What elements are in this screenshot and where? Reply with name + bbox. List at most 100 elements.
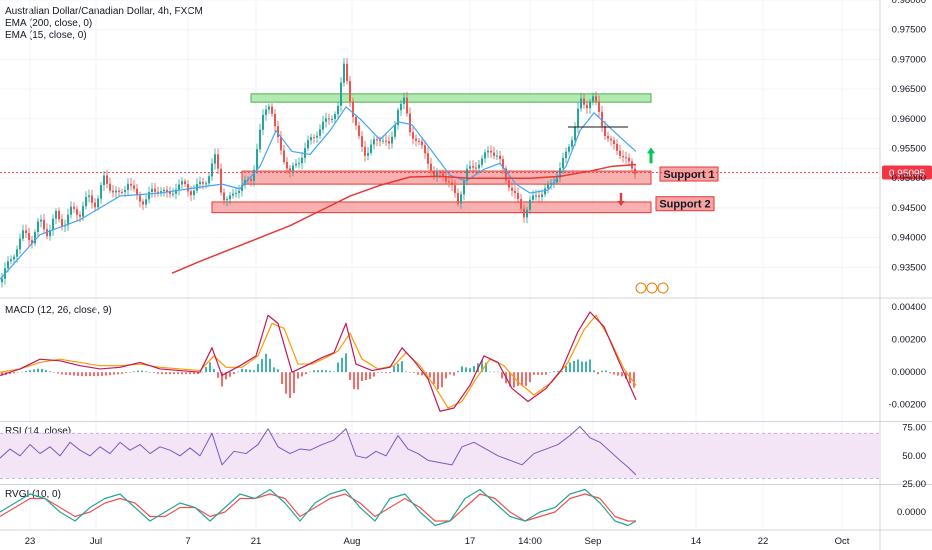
candle-body (97, 198, 99, 208)
macd-histogram-bar (361, 372, 363, 381)
macd-histogram-bar (185, 372, 187, 375)
candle-body (220, 168, 222, 193)
candle-body (157, 191, 159, 194)
candle-body (484, 152, 486, 159)
candle-body (232, 193, 234, 196)
candle-body (499, 155, 501, 160)
candle-body (433, 171, 435, 177)
macd-histogram-bar (285, 372, 287, 394)
candle-body (388, 141, 390, 144)
price-axis-tick: 0.96000 (892, 114, 926, 125)
macd-histogram-bar (309, 371, 311, 373)
macd-histogram-bar (205, 367, 207, 373)
macd-histogram-bar (349, 372, 351, 381)
macd-histogram-bar (33, 369, 35, 373)
candle-body (136, 188, 138, 196)
rvgi-signal-line (0, 493, 636, 522)
macd-histogram-bar (433, 372, 435, 384)
time-axis-tick: 23 (25, 536, 36, 547)
macd-histogram-bar (569, 362, 571, 373)
rsi-axis-tick: 50.00 (902, 451, 926, 462)
candle-body (448, 181, 450, 183)
price-axis-tick: 0.94000 (892, 233, 926, 244)
macd-histogram-bar (369, 372, 371, 380)
time-axis-tick: 7 (185, 536, 190, 547)
macd-histogram-bar (393, 366, 395, 373)
macd-histogram-bar (293, 372, 295, 394)
candle-body (616, 143, 618, 151)
candle-body (253, 169, 255, 181)
macd-histogram-bar (613, 372, 615, 375)
candle-body (451, 182, 453, 186)
candle-body (367, 152, 369, 156)
macd-axis-tick: 0.00400 (892, 302, 926, 313)
candle-body (619, 150, 621, 157)
candle-body (28, 233, 30, 241)
candle-body (454, 185, 456, 194)
resistance-zone (250, 93, 652, 103)
macd-histogram-bar (337, 362, 339, 373)
candle-body (154, 188, 156, 192)
candle-body (10, 259, 12, 262)
current-price-badge (882, 165, 932, 180)
candle-body (217, 154, 219, 169)
candle-body (574, 127, 576, 141)
candle-body (295, 163, 297, 166)
macd-histogram-bar (597, 372, 599, 375)
macd-histogram-bar (617, 372, 619, 376)
macd-histogram-bar (89, 372, 91, 377)
macd-histogram-bar (25, 371, 27, 373)
macd-histogram-bar (177, 372, 179, 375)
time-axis-tick: 17 (465, 536, 476, 547)
macd-histogram-bar (585, 361, 587, 373)
candle-body (52, 218, 54, 231)
candle-body (85, 196, 87, 207)
candle-body (283, 150, 285, 162)
ema15-line (0, 106, 637, 280)
candle-body (160, 191, 162, 194)
candle-body (550, 183, 552, 185)
candle-body (541, 194, 543, 197)
candle-body (112, 190, 114, 193)
candle-body (55, 210, 57, 219)
candle-body (151, 188, 153, 192)
macd-histogram-bar (265, 353, 267, 373)
candle-body (547, 183, 549, 189)
time-axis-tick: 14:00 (518, 536, 542, 547)
macd-histogram-bar (417, 372, 419, 375)
macd-histogram-bar (49, 371, 51, 373)
candle-body (496, 155, 498, 157)
candle-body (469, 166, 471, 169)
time-axis-tick: 14 (691, 536, 702, 547)
macd-histogram-bar (217, 372, 219, 378)
macd-histogram-bar (73, 372, 75, 376)
macd-histogram-bar (1, 372, 3, 376)
macd-histogram-bar (341, 357, 343, 373)
macd-histogram-bar (429, 372, 431, 378)
price-axis-tick: 0.96500 (892, 84, 926, 95)
macd-histogram-bar (449, 372, 451, 375)
candle-body (250, 179, 252, 181)
candle-body (610, 138, 612, 141)
candle-body (199, 181, 201, 185)
macd-histogram-bar (333, 371, 335, 373)
candle-body (175, 189, 177, 194)
macd-histogram-bar (325, 370, 327, 373)
candle-body (223, 192, 225, 201)
macd-histogram-bar (153, 372, 155, 373)
candle-body (571, 140, 573, 147)
macd-histogram-bar (85, 372, 87, 377)
support-1-label-box (659, 166, 719, 182)
macd-histogram-bar (241, 368, 243, 373)
candle-body (31, 240, 33, 244)
candle-body (478, 164, 480, 169)
candle-body (409, 113, 411, 133)
macd-histogram-bar (145, 371, 147, 373)
candle-body (127, 183, 129, 190)
candle-body (481, 158, 483, 165)
macd-histogram-bar (405, 371, 407, 373)
macd-histogram-bar (121, 372, 123, 374)
candle-body (292, 165, 294, 172)
macd-histogram-bar (565, 365, 567, 373)
macd-histogram-bar (381, 372, 383, 373)
